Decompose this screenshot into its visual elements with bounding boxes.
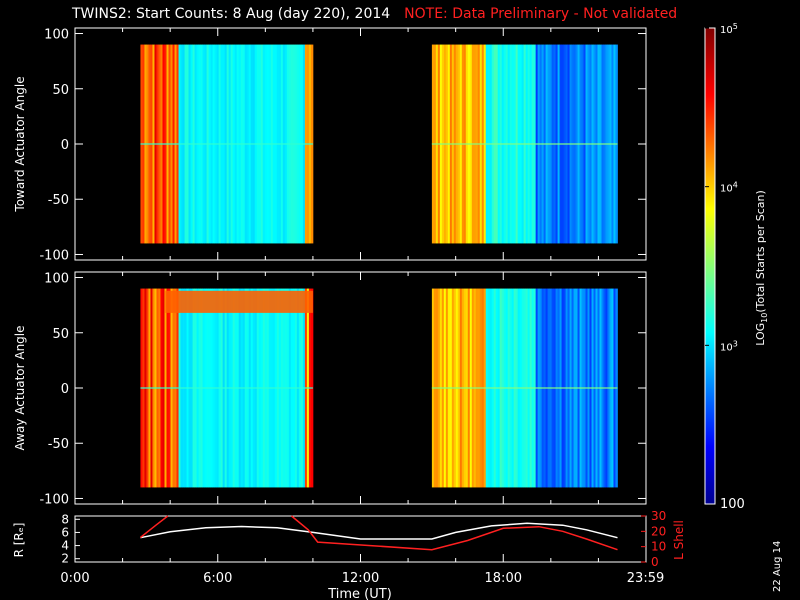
l-shell-line [291,515,618,551]
x-tick-label: 0:00 [60,571,89,586]
y-tick-label: 100 [44,272,69,287]
x-tick-label: 23:59 [627,571,664,586]
title-main: TWINS2: Start Counts: 8 Aug (day 220), 2… [72,6,391,22]
y-tick-label: 100 [44,28,69,43]
x-axis-label: Time (UT) [327,587,392,600]
away-y-axis-label: Away Actuator Angle [13,325,27,450]
y-tick-label: 50 [52,327,69,342]
y-tick-label: -50 [48,193,69,208]
colorbar-tick-label: 103 [720,339,738,353]
y-tick-label: -100 [39,492,69,507]
orbit-right-axis-label: L Shell [672,520,686,560]
away-panel: 100 50 0 -50 -100 Away Actuator Angle [13,271,647,507]
high-count-band [165,290,313,313]
y-tick-label: -50 [48,437,69,452]
y-tick-label-right: 10 [651,540,666,554]
colorbar-bottom-label: 100 [720,497,745,512]
y-tick-label-right: 20 [651,524,666,538]
zero-angle-stripe [140,387,313,389]
zero-angle-stripe [140,143,313,145]
colorbar-gradient [705,28,715,504]
chart-title: TWINS2: Start Counts: 8 Aug (day 220), 2… [72,6,677,22]
y-tick-label: 4 [61,539,69,553]
l-shell-line [139,515,169,539]
y-tick-label: 50 [52,83,69,98]
colorbar-frame [704,27,716,505]
y-tick-label: -100 [39,248,69,263]
colorbar-tick-label: 104 [720,181,738,195]
y-tick-label: 0 [61,138,69,153]
x-tick-label: 6:00 [203,571,232,586]
colorbar-tick-label: 105 [720,22,738,36]
y-tick-label: 6 [61,525,69,539]
y-tick-label: 0 [61,382,69,397]
y-tick-label: 2 [61,552,69,566]
y-tick-label-right: 0 [651,555,659,569]
y-tick-label-right: 30 [651,509,666,523]
x-tick-label: 12:00 [342,571,379,586]
colorbar-label: LOG10(Total Starts per Scan) [754,190,769,346]
zero-angle-stripe [431,387,618,389]
orbit-left-axis-label: R [Rₑ] [12,523,26,558]
x-tick-label: 18:00 [485,571,522,586]
zero-angle-stripe [431,143,618,145]
title-note: NOTE: Data Preliminary - Not validated [404,6,678,22]
date-stamp: 22 Aug 14 [772,540,783,592]
toward-y-axis-label: Toward Actuator Angle [13,76,27,212]
toward-panel: 100 50 0 -50 -100 Toward Actuator Angle [13,27,647,263]
colorbar: 105 104 103 100 LOG10(Total Starts per Scan… [704,22,769,512]
r-series-line [140,522,618,540]
y-tick-label: 8 [61,512,69,526]
